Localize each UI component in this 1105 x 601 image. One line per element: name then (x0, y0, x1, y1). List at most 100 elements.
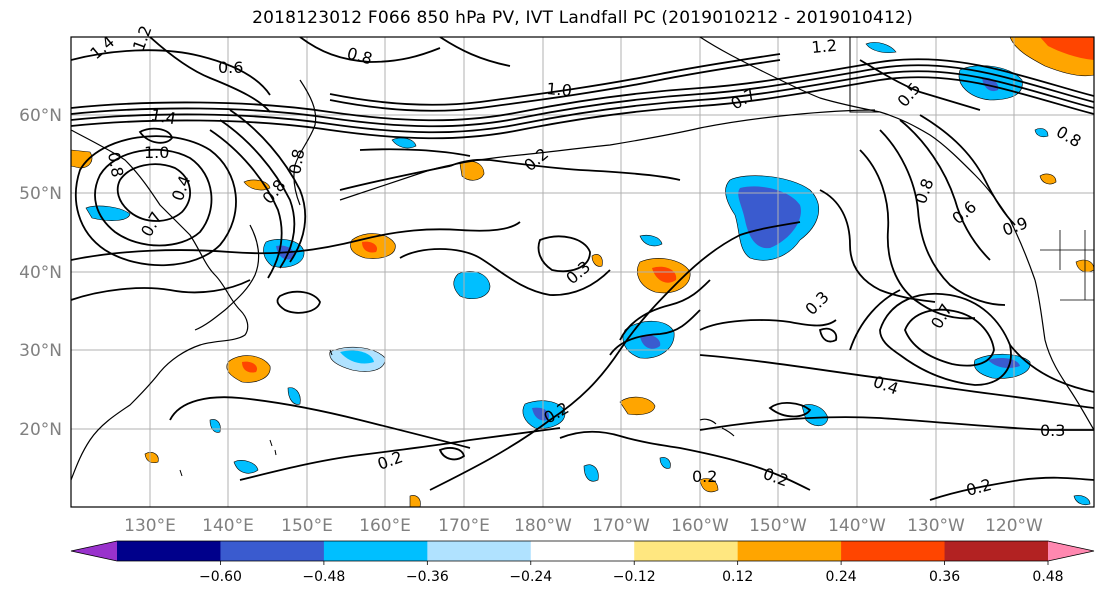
contour-line (699, 354, 1094, 409)
lon-label: 170°W (592, 516, 650, 536)
coast-hawaii (699, 418, 735, 437)
contour-line (439, 37, 511, 67)
contour-line (859, 149, 976, 320)
colorbar-tick-label: 0.24 (826, 569, 857, 585)
contour-label: 0.2 (375, 447, 405, 474)
contour-label: 0.4 (168, 173, 195, 203)
contour-label: 0.8 (345, 44, 375, 69)
contour-labels: 1.4 1.2 0.6 0.8 1.0 1.2 1.4 1.0 0.8 0.7 … (86, 23, 1084, 500)
contour-line (849, 289, 1094, 393)
pv-anomaly-negative-core (738, 186, 801, 249)
pv-anomaly-negative-core (988, 358, 1020, 368)
contour-line (138, 127, 173, 144)
contour-line (74, 135, 237, 267)
pv-anomaly-negative-core (532, 407, 550, 421)
contour-line (699, 416, 1094, 431)
lon-label: 150°W (749, 516, 807, 536)
contour-line (537, 235, 591, 273)
contour-label: 0.8 (104, 150, 127, 178)
pv-anomaly-negative (639, 234, 663, 247)
lon-label: 160°E (359, 516, 411, 536)
contour-label: 0.3 (801, 287, 832, 318)
contour-label: 1.0 (144, 143, 169, 162)
contour-line (71, 58, 1094, 122)
colorbar-segment (427, 541, 532, 561)
contour-line (71, 221, 521, 261)
pv-anomaly-positive (1039, 173, 1057, 185)
colorbar-tick-label: −0.60 (199, 569, 242, 585)
lat-label: 60°N (19, 106, 62, 126)
contour-label: 1.0 (546, 79, 573, 100)
contour-line (399, 248, 611, 296)
contour-line (899, 119, 991, 261)
pv-anomaly-negative (340, 350, 374, 364)
contour-label: 0.2 (964, 475, 994, 500)
pv-anomaly-negative (1034, 128, 1049, 138)
contour-line (919, 114, 1016, 226)
contour-line (71, 64, 1094, 128)
pv-anomaly-negative (1073, 495, 1091, 506)
contour-line (819, 189, 936, 303)
contour-label: 0.2 (692, 467, 717, 486)
contour-line (359, 148, 471, 157)
border (1040, 230, 1094, 301)
lon-label: 180°W (514, 516, 572, 536)
contour-label: 0.6 (218, 58, 243, 77)
pv-anomaly-positive-core (1040, 37, 1094, 60)
colorbar-segment (737, 541, 842, 561)
contour-line (299, 37, 441, 63)
coast-asia (71, 129, 249, 481)
contour-line (859, 59, 981, 111)
contour-label: 0.8 (259, 176, 290, 208)
contour-line (276, 290, 321, 314)
map-title: 2018123012 F066 850 hPa PV, IVT Landfall… (252, 8, 913, 28)
contour-line (879, 129, 1006, 306)
contour-line (219, 119, 296, 269)
colorbar-segment (634, 541, 739, 561)
colorbar-tick-label: 0.48 (1032, 569, 1063, 585)
contour-line (429, 221, 801, 491)
contour-label: 0.8 (285, 147, 308, 175)
pv-anomaly-positive (591, 254, 603, 267)
contour-line (449, 158, 491, 167)
lon-label: 130°W (907, 516, 965, 536)
contour-line (71, 279, 251, 301)
colorbar-tick-label: 0.12 (722, 569, 753, 585)
contour-line (71, 49, 271, 96)
contour-line (71, 70, 1094, 134)
pv-anomaly-negative (233, 460, 259, 474)
pv-anomaly-positive-core (362, 241, 378, 253)
contour-label: 1.2 (129, 23, 156, 53)
pv-anomaly-negative (659, 457, 671, 469)
contour-label: 0.2 (761, 464, 791, 491)
colorbar-segment (944, 541, 1049, 561)
islands (179, 349, 333, 477)
contour-line (879, 292, 1012, 386)
contour-line (438, 447, 466, 461)
contour-label: 1.4 (149, 105, 177, 128)
contour-line (329, 53, 781, 106)
pv-anomaly-negative (453, 271, 491, 299)
pv-anomaly-negative (287, 387, 301, 405)
pv-anomaly-positive (144, 452, 159, 464)
contour-line (116, 163, 191, 222)
lat-label: 20°N (19, 420, 62, 440)
longitude-labels: 130°E 140°E 150°E 160°E 170°E 180°W 170°… (124, 516, 1043, 536)
contour-line (929, 476, 1094, 501)
colorbar-tick-label: −0.24 (509, 569, 552, 585)
contour-label: 0.2 (520, 144, 552, 175)
coast-kamchatka (293, 79, 317, 206)
pv-anomaly-negative (209, 419, 221, 433)
contour-line (71, 76, 1094, 140)
pv-contours (71, 37, 1094, 501)
contour-label: 0.8 (911, 176, 938, 206)
contour-line (149, 37, 271, 113)
lon-label: 130°E (124, 516, 176, 536)
colorbar-segment (117, 541, 221, 561)
pv-anomaly-negative (85, 205, 131, 221)
pv-anomaly-positive (619, 396, 656, 416)
contour-label: 0.7 (927, 300, 956, 332)
border (849, 37, 880, 113)
contour-label: 0.8 (1053, 122, 1085, 151)
